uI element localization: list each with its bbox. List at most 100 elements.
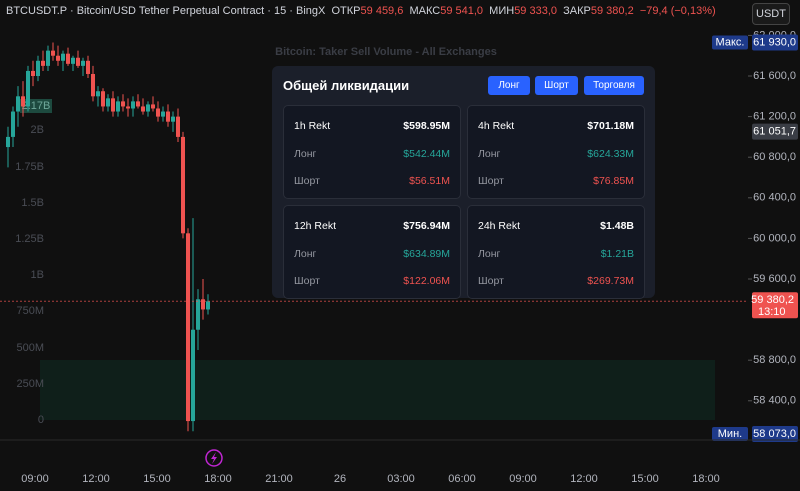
liquidation-card: 4h Rekt $701.18M Лонг $624.33M Шорт $76.85M	[467, 105, 645, 199]
current-price-badge	[752, 292, 798, 319]
overlay-axis-label: 1.75B	[15, 161, 44, 173]
candle-body	[121, 101, 125, 107]
row-value: $542.44M	[403, 148, 450, 160]
badge-label: Мин.	[718, 428, 742, 440]
trade-button[interactable]: Торговля	[584, 76, 644, 95]
candle-body	[161, 111, 165, 117]
y-tick-label: 58 400,0	[753, 395, 796, 407]
row-label: Шорт	[478, 275, 504, 287]
row-value: $624.33M	[587, 148, 634, 160]
card-row: Шорт $76.85M	[478, 175, 634, 187]
y-tick-label: 59 600,0	[753, 273, 796, 285]
open: 59 459,6	[360, 5, 404, 17]
x-tick-label: 15:00	[143, 473, 171, 485]
candle-body	[171, 116, 175, 122]
liquidation-card: 24h Rekt $1.48B Лонг $1.21B Шорт $269.73M	[467, 205, 645, 299]
candle-body	[56, 55, 60, 61]
row-label: 24h Rekt	[478, 220, 521, 232]
y-tick-label: 58 800,0	[753, 354, 796, 366]
close: 59 380,2	[590, 5, 634, 17]
row-label: Лонг	[478, 148, 501, 160]
row-label: Шорт	[294, 175, 320, 187]
row-value: $269.73M	[587, 275, 634, 287]
overlay-axis-label: 750M	[16, 305, 44, 317]
overlay-title: Bitcoin: Taker Sell Volume - All Exchang…	[275, 46, 497, 58]
candle-body	[116, 101, 120, 112]
candle-body	[46, 50, 50, 66]
short-button[interactable]: Шорт	[535, 76, 578, 95]
y-tick-label: 60 000,0	[753, 232, 796, 244]
candle-body	[76, 57, 80, 66]
current-price-label: 59 380,2	[751, 294, 794, 306]
card-row: Лонг $542.44M	[294, 148, 450, 160]
liquidation-card: 12h Rekt $756.94M Лонг $634.89M Шорт $122.06M	[283, 205, 461, 299]
overlay-axis-label: 2B	[31, 124, 44, 136]
interval: 15	[273, 5, 287, 17]
change: −79,4 (−0,13%)	[639, 5, 716, 17]
candle-body	[126, 106, 130, 109]
card-row: Шорт $269.73M	[478, 275, 634, 287]
high-label: МАКС	[409, 5, 441, 17]
candle-body	[36, 60, 40, 77]
currency-button[interactable]: USDT	[752, 3, 790, 25]
x-tick-label: 03:00	[387, 473, 415, 485]
candle-body	[166, 111, 170, 122]
candle-body	[191, 329, 195, 422]
row-value: $1.21B	[600, 248, 634, 260]
volume-background	[40, 360, 715, 420]
low-label: МИН	[489, 5, 515, 17]
low: 59 333,0	[514, 5, 558, 17]
exchange: BingX	[296, 5, 326, 17]
x-tick-label: 21:00	[265, 473, 293, 485]
price-badge	[752, 34, 798, 51]
x-tick-label: 26	[334, 473, 346, 485]
candle-body	[146, 104, 150, 112]
candle-body	[6, 136, 10, 148]
overlay-axis-label: 500M	[16, 342, 44, 354]
event-icon	[205, 449, 223, 467]
overlay-axis-label: 250M	[16, 378, 44, 390]
candle-body	[196, 299, 200, 330]
overlay-axis-label: 1B	[31, 269, 44, 281]
price-badge	[752, 123, 798, 140]
row-value: $598.95M	[403, 120, 450, 132]
overlay-badge: 2.17B	[22, 100, 51, 112]
candle-body	[106, 98, 110, 107]
candle-body	[131, 101, 135, 109]
price-badge-label: 61 051,7	[753, 126, 796, 138]
liquidation-card: 1h Rekt $598.95M Лонг $542.44M Шорт $56.51M	[283, 105, 461, 199]
y-tick-label: 61 200,0	[753, 111, 796, 123]
x-tick-label: 09:00	[21, 473, 49, 485]
badge-label: Макс.	[716, 36, 745, 48]
candle-body	[26, 70, 30, 107]
x-tick-label: 12:00	[82, 473, 110, 485]
card-row: Лонг $634.89M	[294, 248, 450, 260]
candle-body	[16, 96, 20, 112]
overlay-axis-label: 0	[38, 414, 44, 426]
price-badge	[752, 425, 798, 442]
card-row: 12h Rekt $756.94M	[294, 220, 450, 232]
panel-title: Общей ликвидации	[283, 78, 410, 93]
x-tick-label: 12:00	[570, 473, 598, 485]
overlay-axis-label: 1.25B	[15, 233, 44, 245]
candle-body	[21, 96, 25, 107]
candle-body	[41, 60, 45, 66]
row-value: $76.85M	[593, 175, 634, 187]
close-label: ЗАКР	[563, 5, 591, 17]
row-value: $634.89M	[403, 248, 450, 260]
y-tick-label: 60 400,0	[753, 192, 796, 204]
x-tick-label: 15:00	[631, 473, 659, 485]
candle-body	[66, 53, 70, 64]
candle-body	[11, 111, 15, 137]
badge-label-bg	[712, 426, 748, 441]
high: 59 541,0	[440, 5, 484, 17]
badge-label-bg	[712, 35, 748, 50]
candle-body	[51, 50, 55, 56]
long-button[interactable]: Лонг	[488, 76, 530, 95]
row-value: $756.94M	[403, 220, 450, 232]
price-badge-label: 61 930,0	[753, 36, 796, 48]
price-badge-label: 58 073,0	[753, 428, 796, 440]
row-label: 4h Rekt	[478, 120, 515, 132]
card-row: 1h Rekt $598.95M	[294, 120, 450, 132]
